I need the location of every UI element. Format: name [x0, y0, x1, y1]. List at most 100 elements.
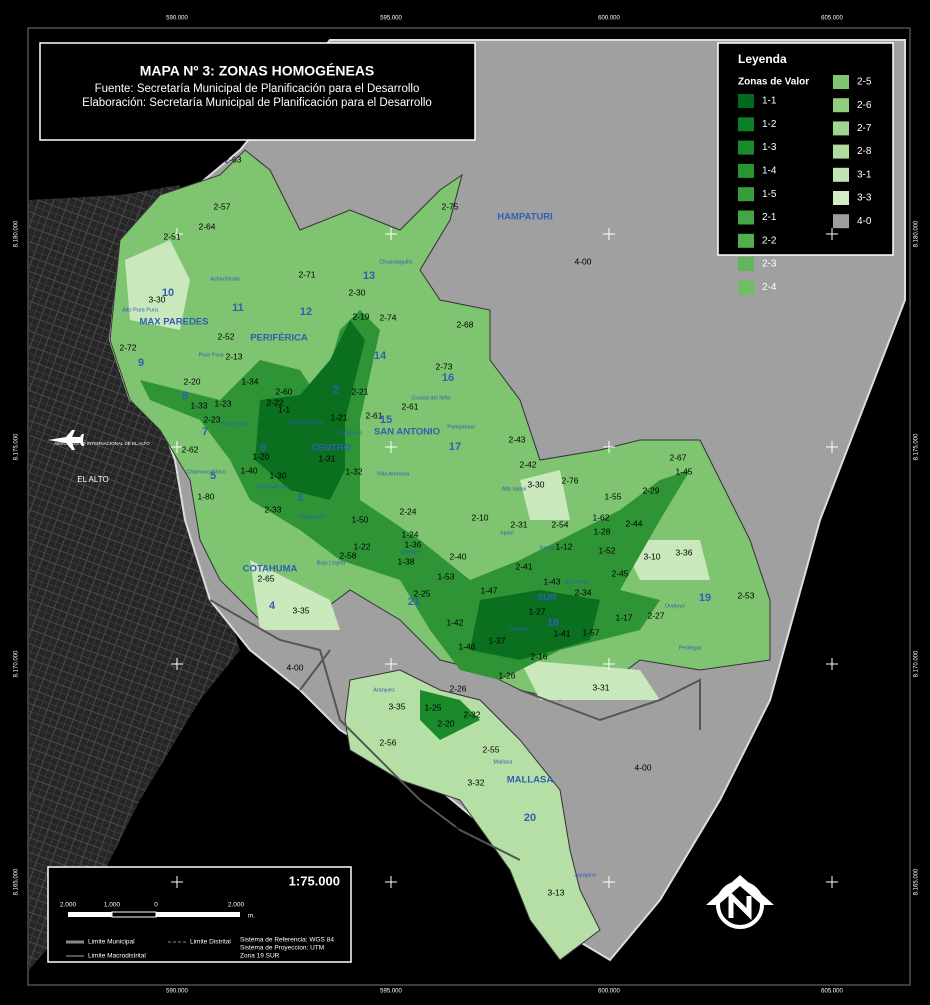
zone-code: 2-63	[224, 154, 241, 164]
place-name: Obrajes	[401, 549, 421, 555]
zone-code: 2-68	[456, 319, 473, 329]
grid-cross	[385, 876, 397, 888]
zone-code: 2-52	[217, 331, 234, 341]
legend-label: 2-4	[762, 282, 777, 293]
legend-swatch	[738, 117, 754, 132]
zone-code: 2-43	[508, 434, 525, 444]
zone-code: 2-20	[183, 376, 200, 386]
district-number: 7	[202, 426, 208, 438]
legend-swatch	[738, 187, 754, 202]
place-name: Ovejuyo	[665, 603, 685, 609]
district-number: 6	[260, 442, 266, 454]
grid-cross	[826, 658, 838, 670]
place-name: Irpavi	[500, 530, 513, 536]
zone-code: 3-30	[148, 294, 165, 304]
zone-code: 1-21	[330, 412, 347, 422]
zone-code: 1-31	[318, 453, 335, 463]
place-name: Pura Pura	[199, 352, 225, 358]
zone-code: 2-10	[471, 512, 488, 522]
zone-code: 2-25	[413, 588, 430, 598]
zone-code: 2-22	[266, 397, 283, 407]
source: Fuente: Secretaría Municipal de Planific…	[95, 83, 420, 95]
zone-code: 2-45	[611, 568, 628, 578]
zone-code: 1-1	[278, 404, 291, 414]
zone-code: 4-00	[286, 662, 303, 672]
place-name: Chuquiaguillo	[379, 259, 412, 265]
zone-code: 2-60	[275, 386, 292, 396]
macrodistrict-lines	[209, 599, 701, 861]
place-name: Bajo Llojeta	[317, 560, 347, 566]
zone-code: 2-74	[379, 312, 396, 322]
place-name: Calacoto	[508, 626, 530, 632]
elaboration: Elaboración: Secretaría Municipal de Pla…	[82, 97, 432, 109]
zone-code: 2-61	[401, 401, 418, 411]
zone-code: 2-75	[441, 201, 458, 211]
macrodistrict-label: COTAHUMA	[243, 564, 298, 575]
zone-code: 1-32	[345, 466, 362, 476]
zone-code: 1-41	[553, 628, 570, 638]
mallasa-area	[344, 669, 601, 961]
macrodistrict-label: CENTRO	[311, 443, 351, 454]
place-name: Jupapina	[574, 872, 597, 878]
district-number: 13	[363, 270, 375, 282]
zone-code: 1-40	[240, 465, 257, 475]
zone-code: 2-72	[119, 342, 136, 352]
legend-swatch	[738, 140, 754, 155]
legend-swatch	[833, 144, 849, 159]
zone-code: 1-55	[604, 491, 621, 501]
place-name: Chamoco Chico	[186, 469, 225, 475]
easting-label: 600.000	[598, 16, 620, 22]
zone-code: 1-34	[241, 376, 258, 386]
scale-label: 0	[154, 902, 158, 909]
place-name: Santa Bárbara	[287, 420, 323, 426]
legend-title: Leyenda	[738, 52, 787, 66]
district-number: 18	[547, 617, 559, 629]
legend-label: 3-1	[857, 169, 872, 180]
zone-code: 3-13	[547, 887, 564, 897]
zone-code: 2-42	[519, 459, 536, 469]
zone-code: 2-53	[737, 590, 754, 600]
zone-code: 2-26	[449, 683, 466, 693]
zone-code: 1-25	[424, 702, 441, 712]
legend-label: 1-5	[762, 189, 777, 200]
zone-code: 2-64	[198, 221, 215, 231]
grid-cross	[171, 876, 183, 888]
northing-label: 8.180.000	[14, 220, 20, 247]
note: Sistema de Referencia: WGS 84	[240, 937, 334, 944]
district-number: 2	[333, 384, 339, 396]
district-number: 21	[408, 596, 420, 608]
zone-code: 2-30	[348, 287, 365, 297]
easting-label: 595.000	[380, 989, 402, 995]
zone-code: 1-20	[252, 451, 269, 461]
zone-code: 1-24	[401, 529, 418, 539]
legend-subtitle: Zonas de Valor	[738, 77, 809, 88]
scale-label: m.	[248, 913, 255, 920]
legend-swatch	[833, 191, 849, 205]
grid-cross	[385, 228, 397, 240]
zone-code: 3-30	[527, 479, 544, 489]
zone-code: 3-35	[388, 701, 405, 711]
district-number: 8	[182, 390, 188, 402]
easting-label: 595.000	[380, 16, 402, 22]
zone-code: 1-22	[353, 541, 370, 551]
zone-code: 4-00	[634, 762, 651, 772]
light-zones	[125, 240, 710, 700]
legend-label: 2-6	[857, 100, 872, 111]
grid-cross	[603, 658, 615, 670]
legend-swatch	[738, 233, 754, 248]
zone-code: 2-41	[515, 561, 532, 571]
district-number: 17	[449, 441, 461, 453]
zone-code: 1-30	[269, 470, 286, 480]
scale-label: 2.000	[60, 902, 77, 909]
place-name: Sopocachi	[299, 514, 325, 520]
zone-code: 2-55	[482, 744, 499, 754]
note: Limite Municipal	[88, 939, 135, 946]
zone-code: 2-71	[298, 269, 315, 279]
zone-code: 2-29	[642, 485, 659, 495]
grid-cross	[171, 228, 183, 240]
place-name: Achachicala	[210, 276, 241, 282]
legend-swatch	[738, 257, 754, 272]
legend-label: 2-8	[857, 146, 872, 157]
scale-seg	[111, 911, 157, 918]
zone-code: 1-43	[543, 576, 560, 586]
